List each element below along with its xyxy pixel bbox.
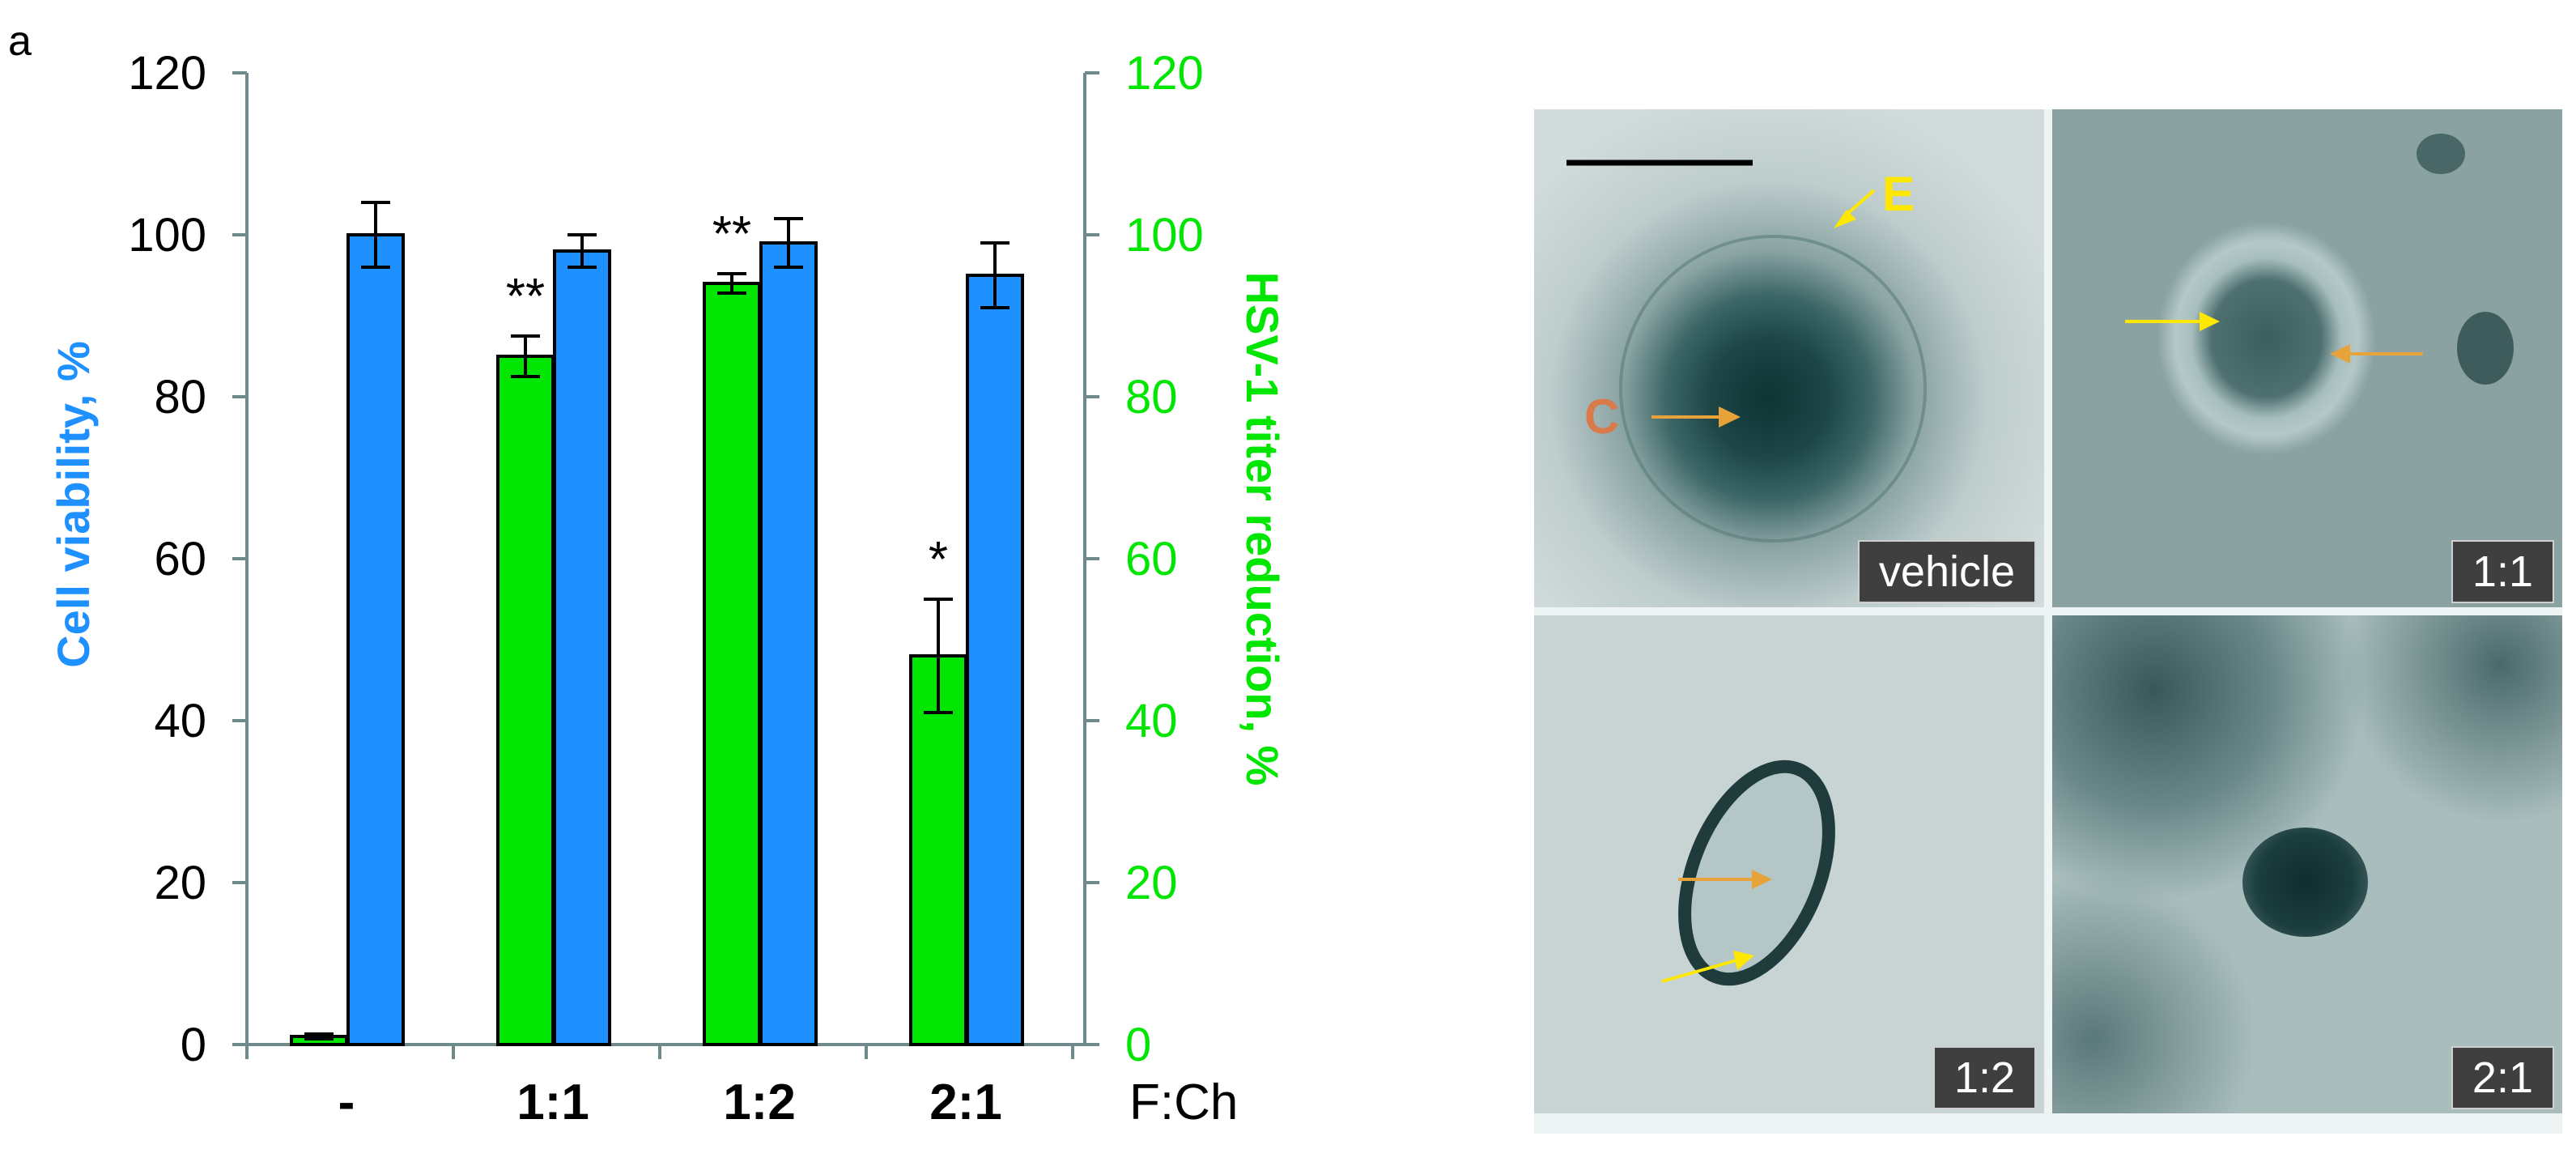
y-axis-right-label: HSV-1 titer reduction, % xyxy=(1237,272,1288,786)
x-category-label: - xyxy=(338,1075,355,1130)
x-category-label: 1:1 xyxy=(516,1075,589,1130)
micrograph-vehicle: E C vehicle xyxy=(1534,109,2044,607)
chart-bars xyxy=(290,201,1024,1046)
micrograph-1-1: 1:1 xyxy=(2052,109,2562,607)
y-tick-label-right: 0 xyxy=(1125,1019,1151,1071)
viability-bar xyxy=(553,249,611,1046)
chart-labels: 0 0 20 20 40 40 60 60 80 80 100 100 120 120 - ** 1:1 ** 1:… xyxy=(128,47,1204,1130)
caption-1-2: 1:2 xyxy=(1932,1046,2036,1109)
envelope-outline xyxy=(1619,235,1927,543)
y-tick-label-left: 80 xyxy=(154,371,206,423)
viability-bar xyxy=(346,233,405,1046)
significance-marker: ** xyxy=(712,206,751,262)
envelope-arrowhead xyxy=(1733,951,1754,970)
viability-bar xyxy=(759,241,818,1046)
y-axis-left-label: Cell viability, % xyxy=(48,341,99,668)
envelope-arrow xyxy=(1661,959,1737,983)
capsid-arrowhead xyxy=(1752,870,1772,889)
y-tick-label-left: 0 xyxy=(181,1019,206,1071)
micrograph-1-2: 1:2 xyxy=(1534,615,2044,1113)
y-tick-label-left: 40 xyxy=(154,695,206,747)
x-axis-end-label: F:Ch xyxy=(1129,1075,1238,1130)
caption-vehicle: vehicle xyxy=(1857,540,2036,603)
bar-chart: a b 002020404060608080100100120120-**1:1… xyxy=(8,18,1288,1130)
envelope-marker: E xyxy=(1882,167,1915,221)
capsid-arrowhead xyxy=(2330,344,2350,364)
envelope-arrowhead xyxy=(1834,210,1856,228)
capsid-arrowhead xyxy=(1719,406,1741,428)
titer-bar xyxy=(496,355,555,1046)
y-tick-label-right: 20 xyxy=(1125,857,1178,909)
y-tick-label-right: 100 xyxy=(1125,209,1204,262)
caption-1-1: 1:1 xyxy=(2451,540,2554,603)
x-category-label: 1:2 xyxy=(723,1075,796,1130)
micrograph-grid: E C vehicle 1:1 1:2 2:1 xyxy=(1534,109,2562,1134)
capsid-marker: C xyxy=(1584,389,1619,444)
significance-marker: * xyxy=(929,532,948,588)
particle-aggregate xyxy=(2242,828,2368,937)
y-tick-label-right: 120 xyxy=(1125,47,1204,100)
titer-bar xyxy=(703,282,761,1046)
y-tick-label-left: 60 xyxy=(154,533,206,585)
y-tick-label-right: 60 xyxy=(1125,533,1178,585)
y-tick-label-left: 120 xyxy=(128,47,206,100)
micrograph-2-1: 2:1 xyxy=(2052,615,2562,1113)
y-tick-label-left: 100 xyxy=(128,209,206,262)
viability-bar xyxy=(966,274,1024,1046)
envelope-arrowhead xyxy=(2200,312,2220,331)
caption-2-1: 2:1 xyxy=(2451,1046,2554,1109)
titer-bar xyxy=(909,654,967,1046)
y-tick-label-right: 80 xyxy=(1125,371,1178,423)
panel-a-label: a xyxy=(8,18,32,65)
significance-marker: ** xyxy=(506,269,545,325)
y-tick-label-left: 20 xyxy=(154,857,206,909)
y-tick-label-right: 40 xyxy=(1125,695,1178,747)
x-category-label: 2:1 xyxy=(929,1075,1002,1130)
